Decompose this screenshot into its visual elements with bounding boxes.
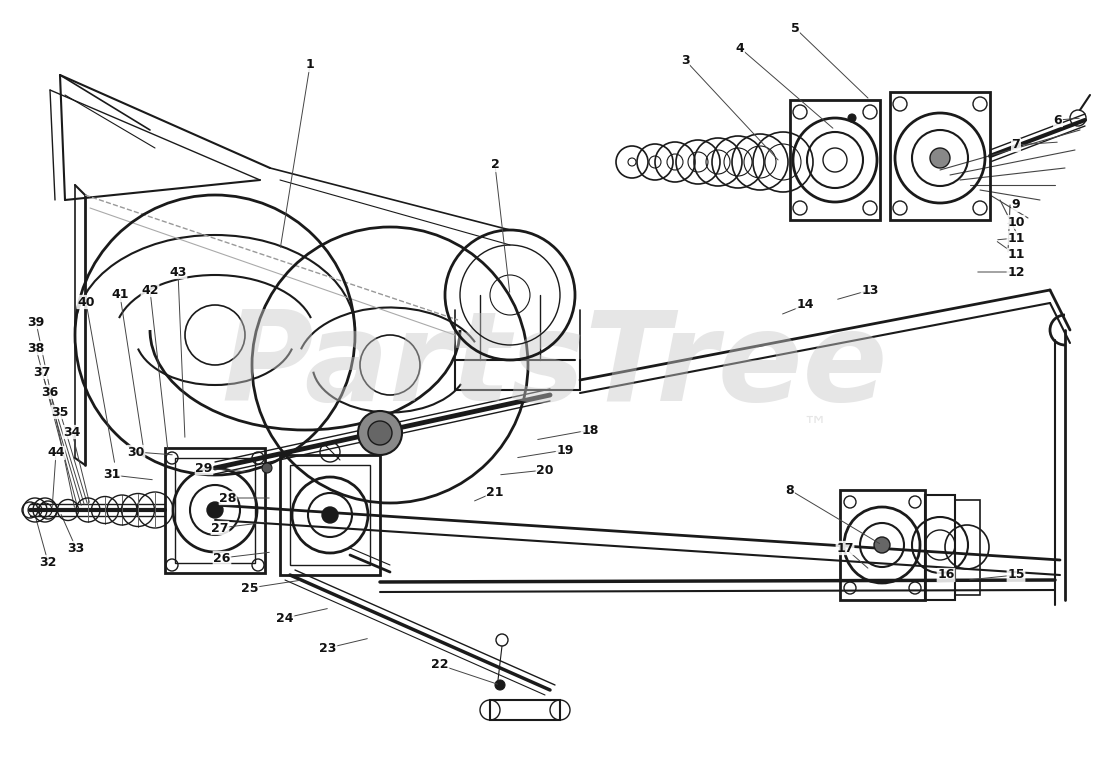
Text: 16: 16 bbox=[937, 568, 955, 581]
Text: 6: 6 bbox=[1054, 114, 1062, 127]
Text: 9: 9 bbox=[1011, 198, 1020, 211]
Text: 36: 36 bbox=[41, 385, 59, 398]
Bar bbox=[925, 495, 955, 600]
Text: 7: 7 bbox=[1011, 139, 1020, 152]
Text: 4: 4 bbox=[735, 41, 744, 54]
Text: 22: 22 bbox=[431, 658, 449, 671]
Circle shape bbox=[207, 502, 223, 518]
Text: 40: 40 bbox=[78, 295, 94, 308]
Text: 1: 1 bbox=[306, 59, 314, 72]
Circle shape bbox=[848, 114, 856, 122]
Circle shape bbox=[322, 507, 338, 523]
Text: 8: 8 bbox=[785, 484, 794, 497]
Text: ™: ™ bbox=[803, 415, 827, 439]
Text: 25: 25 bbox=[242, 581, 258, 594]
Circle shape bbox=[495, 680, 505, 690]
Bar bbox=[289, 465, 370, 565]
Text: 23: 23 bbox=[319, 642, 337, 655]
Text: 32: 32 bbox=[39, 555, 57, 568]
Text: 30: 30 bbox=[128, 446, 144, 459]
Text: 15: 15 bbox=[1007, 568, 1025, 581]
Bar bbox=[955, 500, 980, 595]
Bar bbox=[790, 100, 881, 220]
Text: 28: 28 bbox=[220, 491, 236, 504]
Text: 13: 13 bbox=[862, 284, 878, 297]
Text: 3: 3 bbox=[681, 53, 690, 66]
Text: 11: 11 bbox=[1007, 249, 1025, 262]
Text: 43: 43 bbox=[170, 266, 186, 278]
Text: 14: 14 bbox=[796, 298, 814, 311]
Circle shape bbox=[358, 411, 401, 455]
Text: 20: 20 bbox=[537, 463, 553, 477]
Text: 12: 12 bbox=[1007, 266, 1025, 278]
Text: 33: 33 bbox=[68, 542, 84, 555]
Text: 11: 11 bbox=[1007, 231, 1025, 244]
Text: 17: 17 bbox=[836, 542, 854, 555]
Text: 35: 35 bbox=[51, 405, 69, 418]
Text: 37: 37 bbox=[33, 365, 51, 378]
Text: 44: 44 bbox=[48, 446, 64, 459]
Text: 19: 19 bbox=[557, 443, 573, 456]
Bar bbox=[840, 490, 925, 600]
Bar bbox=[891, 92, 990, 220]
Circle shape bbox=[262, 463, 272, 473]
Circle shape bbox=[874, 537, 891, 553]
Circle shape bbox=[368, 421, 391, 445]
Text: 5: 5 bbox=[791, 21, 800, 34]
Text: 41: 41 bbox=[111, 288, 129, 301]
Text: 10: 10 bbox=[1007, 215, 1025, 228]
Bar bbox=[175, 458, 255, 563]
Circle shape bbox=[930, 148, 950, 168]
Text: 26: 26 bbox=[213, 552, 231, 565]
Text: 27: 27 bbox=[211, 521, 228, 535]
Text: 29: 29 bbox=[195, 462, 213, 475]
Text: 2: 2 bbox=[490, 159, 499, 172]
Bar bbox=[279, 455, 380, 575]
Text: 39: 39 bbox=[28, 315, 44, 329]
Text: 24: 24 bbox=[276, 611, 294, 624]
Text: 31: 31 bbox=[103, 468, 121, 481]
Bar bbox=[165, 448, 265, 573]
Text: 38: 38 bbox=[28, 342, 44, 355]
Text: 34: 34 bbox=[63, 426, 81, 439]
Text: PartsTrее: PartsTrее bbox=[222, 306, 887, 427]
Text: 42: 42 bbox=[141, 284, 159, 297]
Bar bbox=[490, 700, 560, 720]
Text: 18: 18 bbox=[581, 423, 599, 436]
Text: 21: 21 bbox=[486, 485, 503, 498]
